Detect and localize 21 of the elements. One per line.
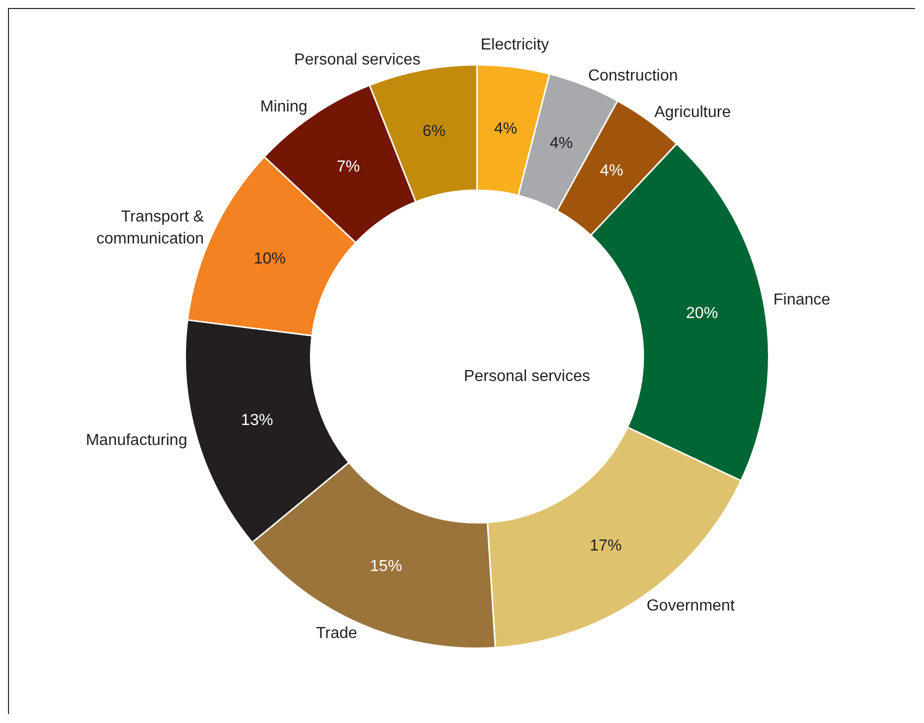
data-label: 7% — [336, 158, 360, 176]
data-label: 20% — [686, 304, 718, 322]
slice-label: Trade — [316, 624, 358, 642]
slice-label: Construction — [588, 67, 678, 84]
data-label: 13% — [241, 412, 274, 429]
slice-label: Personal services — [294, 52, 420, 68]
data-label: 6% — [422, 122, 446, 140]
slice-label: Transport & communication — [96, 208, 204, 248]
slice-label: Mining — [260, 98, 308, 116]
data-label: 4% — [600, 162, 624, 180]
slice-label: Manufacturing — [86, 432, 188, 450]
data-label: 10% — [254, 250, 286, 268]
data-label: 4% — [494, 120, 518, 138]
slice-label: Agriculture — [654, 104, 731, 121]
data-label: 4% — [550, 134, 573, 152]
slice-label: Finance — [773, 291, 830, 308]
slice-label: Government — [646, 597, 736, 614]
text: Personal services — [464, 368, 590, 385]
data-label: 15% — [370, 558, 402, 576]
data-label: 17% — [590, 537, 622, 554]
slice-label: Electricity — [480, 36, 550, 54]
